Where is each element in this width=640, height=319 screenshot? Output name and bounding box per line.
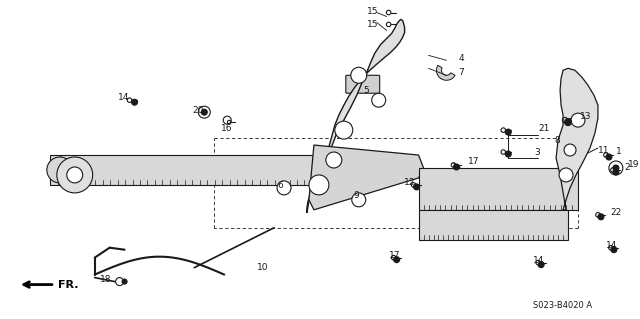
- Text: 19: 19: [628, 160, 639, 169]
- Text: 3: 3: [534, 147, 540, 157]
- Text: 15: 15: [367, 20, 378, 29]
- Text: 20: 20: [193, 106, 204, 115]
- Text: 1: 1: [616, 146, 621, 156]
- Circle shape: [559, 168, 573, 182]
- Circle shape: [326, 152, 342, 168]
- Text: 21: 21: [538, 123, 550, 133]
- Circle shape: [606, 154, 612, 160]
- Circle shape: [372, 93, 386, 107]
- Text: 18: 18: [100, 275, 111, 284]
- Polygon shape: [309, 145, 424, 210]
- Circle shape: [67, 167, 83, 183]
- Circle shape: [352, 193, 365, 207]
- Circle shape: [598, 214, 604, 220]
- Polygon shape: [307, 19, 404, 213]
- Circle shape: [335, 121, 353, 139]
- Circle shape: [613, 165, 619, 171]
- Circle shape: [132, 99, 138, 105]
- Text: 14: 14: [606, 241, 618, 250]
- Text: 15: 15: [367, 7, 378, 16]
- Circle shape: [564, 144, 576, 156]
- Circle shape: [611, 247, 617, 253]
- Text: 17: 17: [468, 158, 480, 167]
- Text: 13: 13: [580, 112, 591, 121]
- Text: 17: 17: [388, 251, 400, 260]
- FancyBboxPatch shape: [346, 75, 380, 93]
- Circle shape: [277, 181, 291, 195]
- Circle shape: [122, 279, 127, 284]
- Text: 5: 5: [364, 86, 369, 95]
- Text: FR.: FR.: [58, 279, 78, 290]
- Polygon shape: [419, 210, 568, 240]
- Polygon shape: [50, 155, 314, 185]
- Text: S023-B4020 A: S023-B4020 A: [533, 301, 592, 310]
- Circle shape: [538, 262, 544, 268]
- Text: 22: 22: [610, 208, 621, 217]
- Circle shape: [413, 184, 420, 190]
- Circle shape: [309, 175, 329, 195]
- Text: 6: 6: [277, 182, 283, 190]
- Text: 14: 14: [533, 256, 545, 265]
- Circle shape: [613, 169, 619, 175]
- Text: 7: 7: [458, 68, 464, 77]
- Polygon shape: [556, 68, 598, 210]
- Circle shape: [202, 109, 207, 115]
- Text: 9: 9: [354, 191, 360, 200]
- Text: 8: 8: [554, 136, 560, 145]
- Text: 11: 11: [598, 145, 609, 154]
- Text: 4: 4: [458, 54, 464, 63]
- Circle shape: [564, 119, 572, 126]
- Text: 16: 16: [221, 123, 233, 133]
- Circle shape: [47, 157, 73, 183]
- Circle shape: [57, 157, 93, 193]
- Circle shape: [505, 129, 511, 135]
- Text: 10: 10: [257, 263, 269, 272]
- Circle shape: [394, 257, 399, 263]
- Text: 12: 12: [404, 178, 415, 188]
- Circle shape: [351, 67, 367, 83]
- Polygon shape: [419, 168, 578, 210]
- Circle shape: [453, 164, 460, 170]
- Text: 14: 14: [118, 93, 129, 102]
- Wedge shape: [436, 65, 455, 80]
- Circle shape: [571, 113, 585, 127]
- Text: 2: 2: [625, 163, 630, 173]
- Circle shape: [505, 151, 511, 157]
